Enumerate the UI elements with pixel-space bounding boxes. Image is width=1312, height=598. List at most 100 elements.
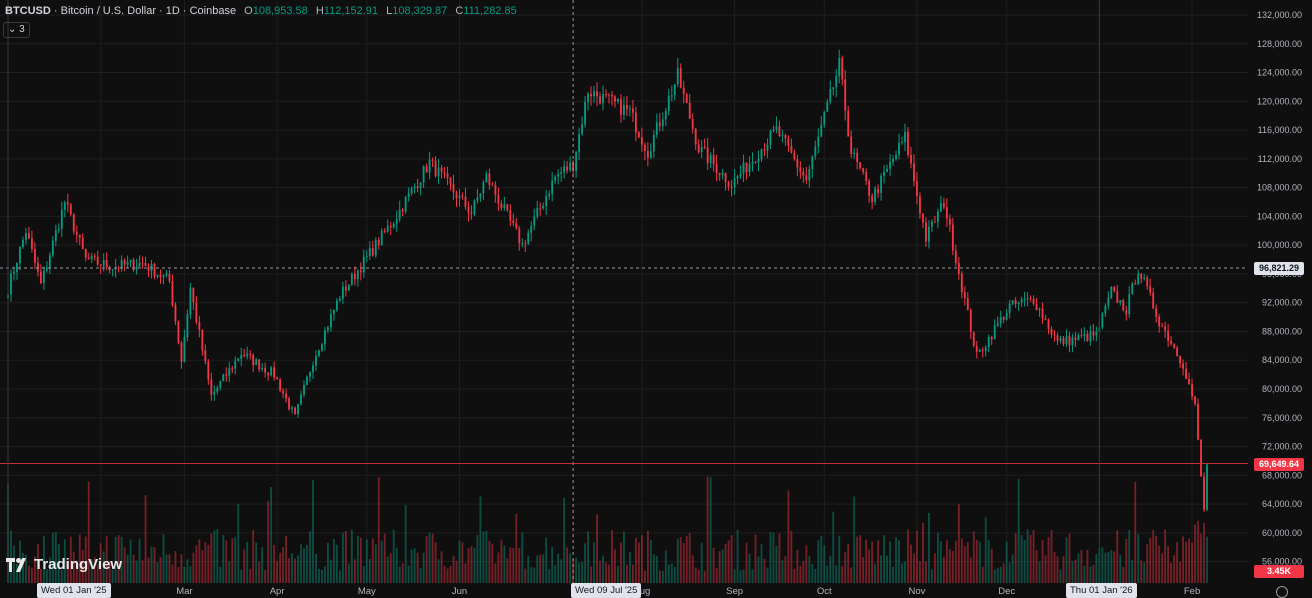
- volume-bar: [987, 539, 990, 583]
- close-label: C: [455, 5, 464, 17]
- candle-body: [910, 155, 912, 164]
- volume-bar: [96, 564, 99, 583]
- tradingview-logo[interactable]: TradingView: [6, 556, 122, 573]
- candle-body: [440, 167, 443, 172]
- candle-body: [1074, 337, 1077, 340]
- y-tick-label: 80,000.00: [1262, 384, 1302, 394]
- candle-body: [850, 136, 853, 154]
- candle-body: [222, 374, 225, 382]
- candle-body: [1140, 273, 1143, 279]
- candle-body: [569, 162, 572, 171]
- candle-body: [123, 260, 126, 265]
- volume-bar: [676, 538, 679, 583]
- volume-bar: [715, 568, 718, 583]
- symbol-header[interactable]: BTCUSD · Bitcoin / U.S. Dollar · 1D · Co…: [5, 5, 517, 17]
- volume-bar: [584, 543, 586, 583]
- candle-body: [922, 213, 924, 223]
- symbol-name[interactable]: BTCUSD: [5, 5, 51, 17]
- candle-body: [1032, 298, 1035, 304]
- volume-bar: [1095, 554, 1098, 583]
- candle-body: [554, 176, 557, 181]
- candle-body: [189, 287, 192, 315]
- volume-bar: [1023, 540, 1026, 583]
- candle-body: [1092, 331, 1095, 336]
- candle-body: [240, 354, 243, 359]
- volume-bar: [930, 569, 933, 583]
- y-tick-label: 60,000.00: [1262, 528, 1302, 538]
- candle-body: [416, 186, 419, 189]
- volume-bar: [661, 570, 664, 583]
- candle-body: [485, 173, 488, 183]
- candle-body: [745, 162, 748, 173]
- volume-bar: [117, 535, 120, 583]
- candle-body: [865, 171, 868, 182]
- candle-body: [1044, 318, 1047, 320]
- volume-bar: [850, 567, 853, 583]
- candle-body: [321, 344, 323, 351]
- volume-bar: [688, 532, 691, 583]
- candle-body: [1143, 277, 1146, 279]
- volume-bar: [1077, 553, 1080, 583]
- candle-body: [709, 154, 712, 163]
- volume-bar: [817, 540, 820, 583]
- candle-body: [664, 110, 667, 120]
- candle-body: [889, 162, 891, 169]
- candle-body: [817, 136, 820, 147]
- volume-bar: [969, 557, 972, 583]
- volume-bar: [634, 537, 637, 583]
- volume-bar: [697, 569, 700, 583]
- candle-body: [987, 336, 990, 348]
- candle-body: [1089, 331, 1092, 342]
- volume-bar: [1167, 546, 1170, 583]
- x-tick-label: Jun: [452, 586, 467, 597]
- candle-body: [1086, 333, 1089, 342]
- candle-body: [30, 238, 33, 250]
- volume-bar: [799, 565, 802, 583]
- volume-bar: [883, 535, 886, 583]
- candle-body: [33, 249, 36, 263]
- volume-bar: [192, 552, 195, 583]
- candle-body: [374, 239, 377, 256]
- candle-body: [620, 98, 622, 115]
- volume-bar: [1005, 541, 1008, 583]
- volume-bar: [963, 546, 966, 583]
- volume-bar: [703, 570, 706, 583]
- volume-bar: [90, 559, 93, 583]
- candle-body: [969, 309, 972, 333]
- candle-body: [655, 122, 658, 135]
- indicators-toggle-button[interactable]: ⌄ 3: [3, 22, 30, 38]
- y-tick-label: 64,000.00: [1262, 499, 1302, 509]
- volume-bar: [691, 555, 694, 583]
- volume-bar: [204, 542, 207, 583]
- volume-bar: [99, 543, 102, 583]
- candle-body: [353, 273, 356, 280]
- volume-bar: [928, 512, 930, 583]
- candle-body: [267, 372, 270, 376]
- candle-body: [1065, 336, 1068, 345]
- candle-body: [856, 152, 859, 163]
- candle-body: [45, 267, 48, 271]
- candle-body: [332, 310, 335, 315]
- volume-bar: [78, 534, 81, 583]
- candle-body: [832, 87, 835, 90]
- volume-bar: [533, 567, 536, 583]
- candle-body: [724, 172, 727, 183]
- candle-body: [434, 160, 437, 177]
- candle-body: [712, 154, 715, 165]
- candle-body: [282, 390, 285, 394]
- gear-icon[interactable]: [1276, 586, 1288, 598]
- volume-bar: [1140, 560, 1143, 583]
- candle-body: [377, 239, 380, 246]
- chevron-down-icon: ⌄: [8, 24, 17, 35]
- candle-body: [270, 367, 273, 376]
- volume-bar: [174, 551, 177, 583]
- volume-bar: [63, 539, 66, 583]
- volume-bar: [267, 501, 270, 583]
- volume-bar: [419, 568, 422, 583]
- candle-body: [1131, 283, 1134, 295]
- candle-body: [975, 345, 978, 352]
- volume-bar: [907, 529, 909, 583]
- volume-bar: [960, 538, 963, 583]
